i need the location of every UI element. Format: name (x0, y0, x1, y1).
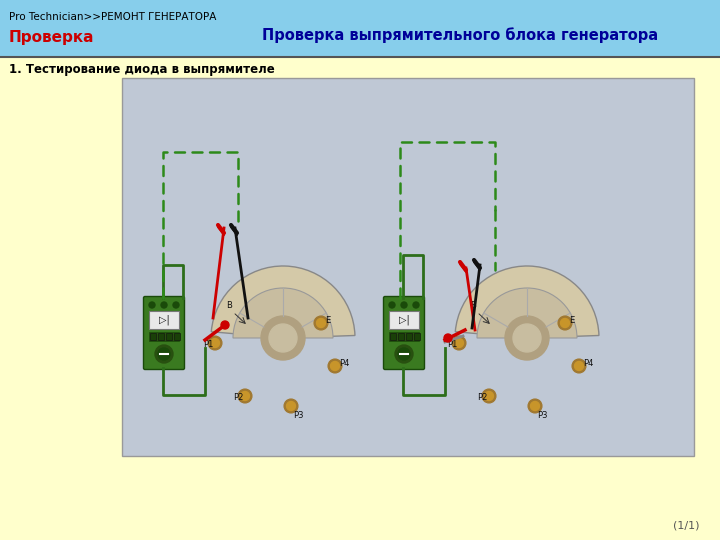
Circle shape (452, 336, 466, 350)
Bar (149, 332, 179, 341)
Text: ▷|: ▷| (158, 315, 169, 325)
Text: P4: P4 (583, 359, 593, 368)
Bar (158, 333, 164, 340)
Circle shape (505, 316, 549, 360)
Bar (390, 333, 396, 340)
Bar (166, 333, 172, 340)
Circle shape (454, 339, 464, 348)
Text: B: B (226, 301, 232, 310)
Circle shape (284, 399, 298, 413)
Text: 1. Тестирование диода в выпрямителе: 1. Тестирование диода в выпрямителе (9, 63, 275, 76)
Wedge shape (455, 266, 599, 338)
Text: E: E (569, 316, 575, 325)
Text: P2: P2 (233, 393, 243, 402)
Circle shape (575, 361, 583, 370)
Circle shape (413, 302, 419, 308)
FancyBboxPatch shape (384, 296, 425, 369)
Circle shape (208, 336, 222, 350)
Wedge shape (212, 266, 355, 338)
Bar (389, 311, 419, 329)
Bar (122, 78, 694, 456)
Circle shape (485, 392, 493, 401)
Circle shape (287, 402, 295, 410)
Bar (389, 332, 419, 341)
Wedge shape (211, 266, 355, 338)
Text: Проверка выпрямительного блока генератора: Проверка выпрямительного блока генератор… (262, 27, 658, 43)
Text: Проверка: Проверка (9, 30, 94, 45)
Circle shape (531, 402, 539, 410)
Circle shape (395, 345, 413, 363)
Text: P1: P1 (203, 340, 213, 349)
Bar (406, 333, 412, 340)
Circle shape (173, 302, 179, 308)
Text: ▷|: ▷| (399, 315, 410, 325)
Bar (0, 0, 720, 57)
Text: E: E (325, 316, 330, 325)
Circle shape (444, 334, 452, 342)
Circle shape (560, 319, 570, 327)
Bar (174, 333, 180, 340)
Text: P2: P2 (477, 393, 487, 402)
Circle shape (158, 348, 170, 360)
Circle shape (221, 321, 229, 329)
Circle shape (389, 302, 395, 308)
Text: P3: P3 (293, 411, 304, 420)
Wedge shape (456, 266, 599, 338)
Bar (150, 333, 156, 340)
Wedge shape (233, 288, 333, 338)
Wedge shape (477, 288, 577, 338)
Circle shape (149, 302, 155, 308)
Text: B: B (470, 301, 476, 310)
Circle shape (161, 302, 167, 308)
Bar (414, 333, 420, 340)
Circle shape (155, 345, 173, 363)
Circle shape (240, 392, 250, 401)
Circle shape (558, 316, 572, 330)
Text: P1: P1 (447, 340, 457, 349)
Text: (1/1): (1/1) (673, 520, 700, 530)
Circle shape (210, 339, 220, 348)
Circle shape (528, 399, 542, 413)
Circle shape (330, 361, 340, 370)
Text: Pro Technician>>РЕМОНТ ГЕНЕРАТОРА: Pro Technician>>РЕМОНТ ГЕНЕРАТОРА (9, 12, 217, 22)
Circle shape (513, 324, 541, 352)
Text: P3: P3 (537, 411, 547, 420)
Circle shape (269, 324, 297, 352)
Circle shape (482, 389, 496, 403)
Circle shape (317, 319, 325, 327)
Circle shape (314, 316, 328, 330)
Circle shape (401, 302, 407, 308)
Text: P4: P4 (339, 359, 349, 368)
Bar (0, 57, 720, 540)
Circle shape (261, 316, 305, 360)
Circle shape (238, 389, 252, 403)
FancyBboxPatch shape (143, 296, 184, 369)
Circle shape (328, 359, 342, 373)
Bar (149, 311, 179, 329)
Bar (398, 333, 404, 340)
Circle shape (572, 359, 586, 373)
Circle shape (398, 348, 410, 360)
